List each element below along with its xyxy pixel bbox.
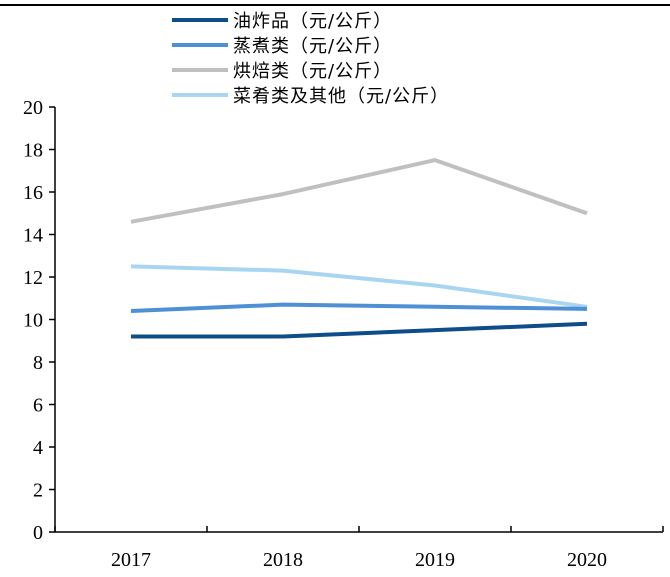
y-tick-label: 16 <box>23 182 43 204</box>
y-tick-label: 0 <box>33 522 43 544</box>
y-tick-label: 18 <box>23 140 43 162</box>
legend-item: 菜肴类及其他（元/公斤） <box>172 86 449 107</box>
legend-item: 蒸煮类（元/公斤） <box>172 36 392 57</box>
x-tick-label: 2018 <box>263 549 303 571</box>
legend-label: 油炸品（元/公斤） <box>233 11 392 32</box>
legend-label: 蒸煮类（元/公斤） <box>233 36 392 57</box>
y-tick-label: 8 <box>33 352 43 374</box>
series-line-1 <box>130 302 588 313</box>
series-line-3 <box>130 264 588 309</box>
legend-item: 烘焙类（元/公斤） <box>172 61 392 82</box>
x-axis: 2017 2018 2019 2020 <box>54 526 664 571</box>
y-tick-label: 6 <box>33 395 43 417</box>
x-tick-label: 2020 <box>567 549 607 571</box>
y-tick-label: 20 <box>23 97 43 119</box>
y-axis: 0 2 4 6 8 10 12 14 16 18 20 <box>23 97 56 544</box>
y-tick-label: 14 <box>23 225 43 247</box>
legend-item: 油炸品（元/公斤） <box>172 11 392 32</box>
series-line-0 <box>131 321 588 339</box>
y-tick-label: 12 <box>23 267 43 289</box>
legend-label: 烘焙类（元/公斤） <box>233 61 392 82</box>
series-line-2 <box>130 158 588 224</box>
legend: 油炸品（元/公斤） 蒸煮类（元/公斤） 烘焙类（元/公斤） 菜肴类及其他（元/公斤） <box>172 11 449 107</box>
y-tick-label: 2 <box>33 480 43 502</box>
x-tick-label: 2017 <box>111 549 151 571</box>
legend-label: 菜肴类及其他（元/公斤） <box>233 86 449 107</box>
y-tick-label: 10 <box>23 310 43 332</box>
series-lines <box>130 158 588 339</box>
x-tick-label: 2019 <box>415 549 455 571</box>
y-tick-label: 4 <box>33 437 43 459</box>
